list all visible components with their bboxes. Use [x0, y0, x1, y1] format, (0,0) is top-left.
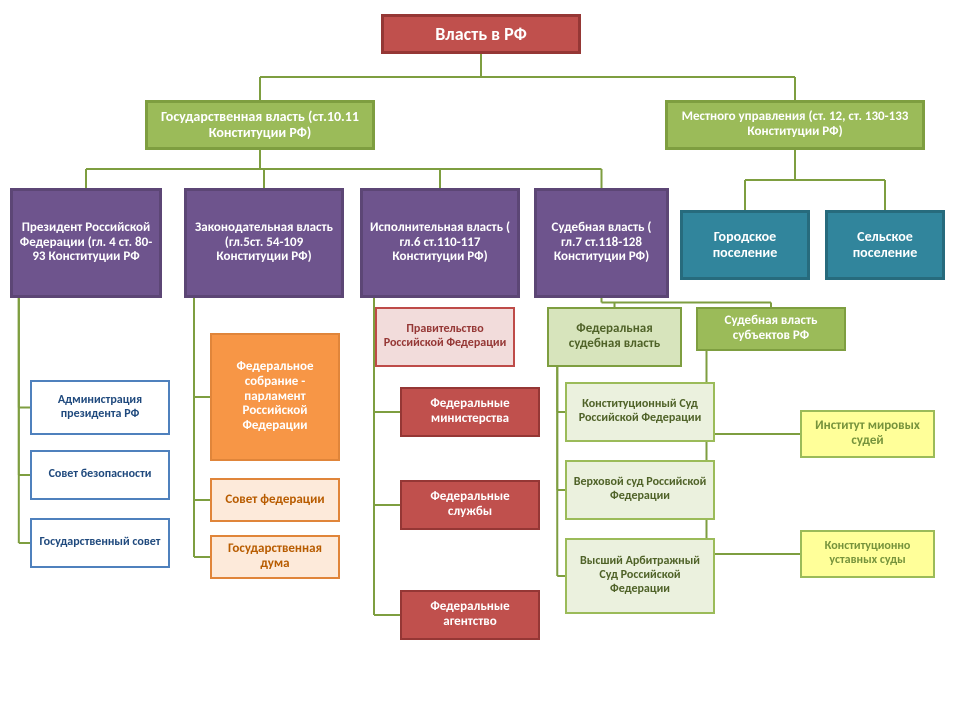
- node-security: Совет безопасности: [30, 450, 170, 500]
- node-city: Городское поселение: [680, 210, 810, 280]
- node-govt: Правительство Российской Федерации: [375, 307, 515, 367]
- node-local: Местного управления (ст. 12, ст. 130-133…: [665, 100, 925, 150]
- node-statecouncil: Государственный совет: [30, 518, 170, 568]
- node-executive: Исполнительная власть ( гл.6 ст.110-117 …: [360, 188, 520, 298]
- node-village: Сельское поселение: [825, 210, 945, 280]
- node-legislative: Законодательная власть (гл.5ст. 54-109 К…: [184, 188, 344, 298]
- node-arbitration: Высший Арбитражный Суд Российской Федера…: [565, 538, 715, 614]
- node-duma: Государственная дума: [210, 535, 340, 579]
- node-mirovye: Институт мировых судей: [800, 410, 935, 458]
- node-ustav: Конституционно уставных суды: [800, 530, 935, 578]
- node-root: Власть в РФ: [381, 14, 581, 54]
- node-supreme: Верховой суд Российской Федерации: [565, 460, 715, 520]
- node-fedjud: Федеральная судебная власть: [547, 307, 682, 367]
- node-gov: Государственная власть (ст.10.11 Констит…: [145, 100, 375, 150]
- node-judicial: Судебная власть ( гл.7 ст.118-128 Консти…: [534, 188, 669, 298]
- node-admin: Администрация президента РФ: [30, 380, 170, 435]
- node-subjud: Судебная власть субъектов РФ: [696, 307, 846, 351]
- node-president: Президент Российской Федерации (гл. 4 ст…: [10, 188, 162, 298]
- node-constcourt: Конституционный Суд Российской Федерации: [565, 382, 715, 442]
- node-fedcouncil: Совет федерации: [210, 478, 340, 522]
- node-ministries: Федеральные министерства: [400, 387, 540, 437]
- node-fedassembly: Федеральное собрание - парламент Российс…: [210, 333, 340, 461]
- node-agencies: Федеральные агентство: [400, 590, 540, 640]
- node-services: Федеральные службы: [400, 480, 540, 530]
